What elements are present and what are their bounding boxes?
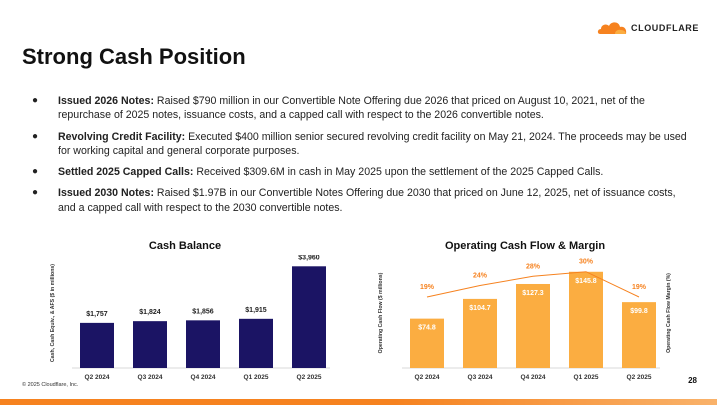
copyright: © 2025 Cloudflare, Inc.: [22, 382, 79, 388]
ocf-bar-value: $145.8: [575, 278, 597, 285]
ocf-bar-value: $74.8: [418, 325, 436, 332]
ocf-margin-line: [426, 271, 640, 298]
ocf-bar: [463, 298, 497, 368]
bullet-text: Executed $400 million senior secured rev…: [58, 130, 687, 157]
bullet-text: Received $309.6M in cash in May 2025 upo…: [193, 166, 604, 179]
ocf-bar-value: $104.7: [469, 305, 491, 312]
cloud-icon: [597, 22, 627, 34]
cash-x-tick: Q2 2024: [85, 374, 110, 381]
cash-y-axis-label: Cash, Cash Equiv., & AFS ($ in millions): [50, 264, 56, 362]
ocf-x-tick: Q4 2024: [521, 374, 546, 381]
cash-bar-value: $3,960: [298, 255, 320, 261]
bullet-dot: ●: [32, 95, 39, 106]
ocf-bar: [569, 271, 603, 368]
cash-x-tick: Q4 2024: [191, 374, 216, 381]
ocf-bar-value: $99.8: [630, 308, 648, 315]
ocf-margin-label: 28%: [526, 263, 541, 270]
bullet-item: ● Revolving Credit Facility: Executed $40…: [28, 130, 688, 159]
cash-bar: [80, 322, 114, 368]
ocf-y-axis-label: Operating Cash Flow ($ millions): [378, 272, 384, 353]
bullet-text: Raised $1.97B in our Convertible Notes O…: [58, 187, 676, 214]
footer-bar: [0, 399, 717, 405]
bullet-dot: ●: [32, 130, 39, 142]
ocf-x-tick: Q2 2024: [415, 374, 440, 381]
cash-x-tick: Q1 2025: [244, 374, 269, 381]
page-number: 28: [688, 376, 697, 385]
cash-x-tick: Q3 2024: [138, 374, 163, 381]
ocf-y2-axis-label: Operating Cash Flow Margin (%): [666, 273, 672, 353]
cash-bar-value: $1,824: [139, 309, 161, 316]
cash-balance-chart: Cash, Cash Equiv., & AFS ($ in millions)…: [50, 255, 330, 381]
ocf-margin-label: 24%: [473, 273, 488, 280]
bullet-heading: Settled 2025 Capped Calls:: [58, 166, 194, 179]
ocf-bar: [410, 318, 444, 368]
bullet-item: ● Settled 2025 Capped Calls: Received $30…: [28, 165, 688, 179]
cash-bar: [239, 318, 273, 368]
bullet-item: ● Issued 2030 Notes: Raised $1.97B in our…: [28, 186, 688, 215]
cash-balance-title: Cash Balance: [148, 240, 222, 252]
cash-x-tick: Q2 2025: [297, 374, 322, 381]
ocf-x-tick: Q3 2024: [468, 374, 493, 381]
ocf-margin-label: 19%: [632, 284, 647, 291]
cash-bar-value: $1,856: [192, 308, 214, 315]
ocf-x-tick: Q2 2025: [627, 374, 652, 381]
bullet-heading: Issued 2030 Notes:: [58, 187, 154, 200]
ocf-margin-label: 30%: [579, 259, 594, 266]
bullet-heading: Issued 2026 Notes:: [58, 95, 154, 107]
cash-bar-value: $1,915: [245, 307, 267, 314]
bullet-heading: Revolving Credit Facility:: [58, 130, 186, 143]
page-title: Strong Cash Position: [22, 44, 246, 69]
ocf-x-tick: Q1 2025: [574, 374, 599, 381]
ocf-margin-label: 19%: [420, 284, 435, 291]
bullet-dot: ●: [32, 166, 39, 178]
cloudflare-logo: CLOUDFLARE: [597, 20, 699, 35]
bullet-item: ● Issued 2026 Notes: Raised $790 million …: [28, 94, 688, 123]
cash-bar-value: $1,757: [86, 311, 108, 318]
ocf-bar-value: $127.3: [522, 290, 544, 297]
cash-bar: [292, 266, 326, 368]
brand-name: CLOUDFLARE: [631, 22, 699, 33]
cash-bar: [133, 321, 167, 368]
ocf-title: Operating Cash Flow & Margin: [444, 240, 606, 252]
ocf-bar: [516, 283, 550, 368]
bullet-dot: ●: [32, 187, 39, 199]
bullet-text: Raised $790 million in our Convertible N…: [58, 95, 645, 122]
ocf-chart: Operating Cash Flow ($ millions) Operatin…: [378, 259, 672, 381]
cash-bar: [186, 320, 220, 368]
bullet-list: ● Issued 2026 Notes: Raised $790 million …: [28, 94, 688, 222]
ocf-bar: [622, 302, 656, 368]
